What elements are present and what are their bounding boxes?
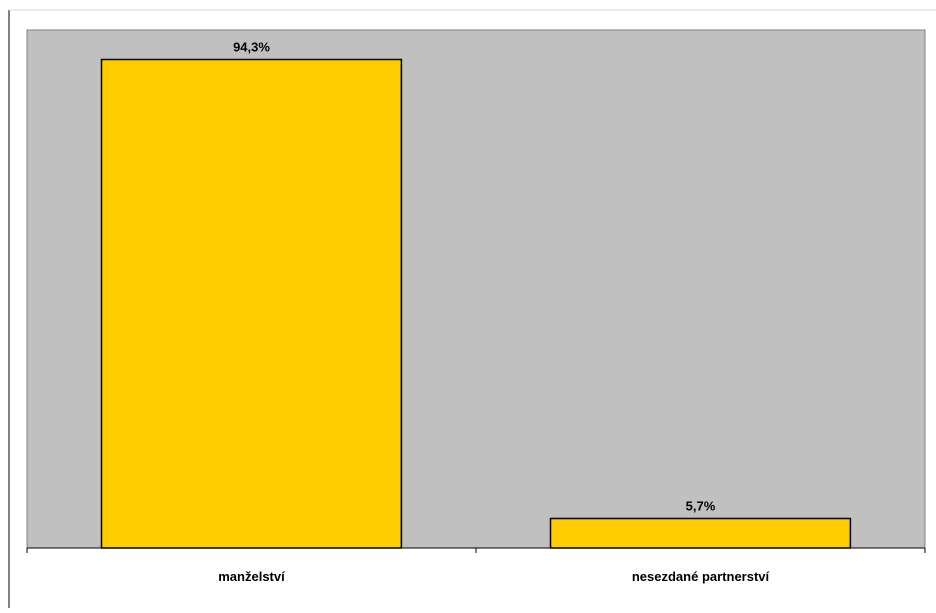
labels-layer: 94,3% manželství 5,7% nesezdané partnerství xyxy=(218,40,769,585)
data-label: 5,7% xyxy=(686,499,716,514)
bar xyxy=(549,517,852,549)
bar xyxy=(100,58,403,549)
x-axis xyxy=(26,547,926,553)
category-tick-label: nesezdané partnerství xyxy=(632,569,770,584)
data-label: 94,3% xyxy=(233,40,270,55)
bars-layer xyxy=(100,58,852,549)
category-tick-label: manželství xyxy=(218,569,285,584)
